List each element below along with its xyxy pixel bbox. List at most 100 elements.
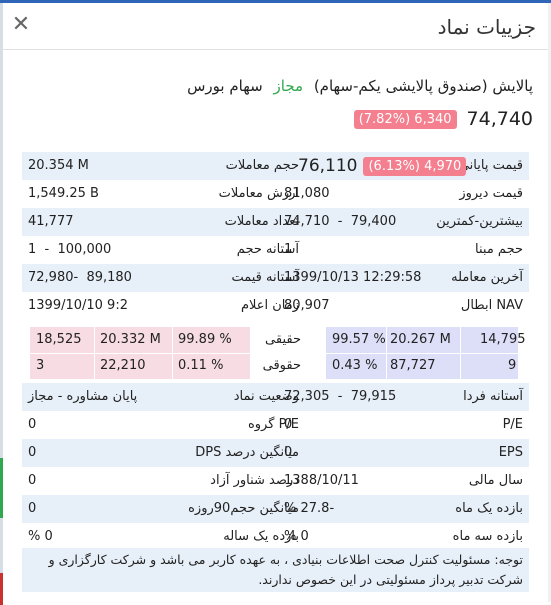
dialog-title: جزییات نماد xyxy=(437,15,536,39)
info-value: پایان مشاوره - مجاز xyxy=(28,389,138,404)
info-value: -27.8 % xyxy=(284,501,335,516)
price-change-pct: (7.82%) xyxy=(358,111,411,127)
info-row: قیمت دیروز 81,080 ارزش معاملات 1,549.25 … xyxy=(22,180,529,208)
info-label: NAV ابطال xyxy=(460,298,523,313)
info-row: قیمت پایانی 76,110 (6.13%) 4,970 حجم معا… xyxy=(22,152,529,180)
info-value: 20.354 M xyxy=(28,158,89,173)
last-price: 74,740 xyxy=(466,108,533,130)
buy-volume: 20.267 M xyxy=(390,332,451,347)
info-label: وضعیت نماد xyxy=(233,389,299,404)
info-label: بازده یک ماه xyxy=(455,501,523,516)
buy-count: 9 xyxy=(508,358,517,373)
sell-pct: 0.11 % xyxy=(178,358,224,373)
price-change-value: 6,340 xyxy=(414,111,452,127)
info-label: قیمت پایانی xyxy=(458,158,523,173)
info-label: P/E گروه xyxy=(247,417,299,432)
info-row: حجم مبنا 1 آستانه حجم 1 - 100,000 xyxy=(22,236,529,264)
info-row: آخرین معامله 1399/10/13 12:29:58 آستانه … xyxy=(22,264,529,292)
buy-pct: 99.57 % xyxy=(332,332,386,347)
buy-volume: 87,727 xyxy=(390,358,436,373)
info-label: درصد شناور آزاد xyxy=(210,473,299,488)
range-high: 79,400 xyxy=(350,214,397,229)
info-label: ارزش معاملات xyxy=(218,186,299,201)
info-label: بازده یک ساله xyxy=(223,529,299,544)
info-row: سال مالی 1388/10/11 درصد شناور آزاد 0 xyxy=(22,467,529,495)
info-value: 1388/10/11 xyxy=(284,473,359,488)
info-value: 80,907 xyxy=(284,298,330,313)
info-label: آستانه حجم xyxy=(236,242,299,257)
sell-count: 18,525 xyxy=(36,332,82,347)
closing-price: 76,110 xyxy=(298,156,358,176)
info-label: حجم معاملات xyxy=(225,158,299,173)
background-page-edge xyxy=(0,3,3,605)
info-row: آستانه فردا 72,305 - 79,915 وضعیت نماد پ… xyxy=(22,383,529,411)
info-value: 0 xyxy=(284,417,293,432)
info-value: 0 xyxy=(28,417,37,432)
sell-volume: 22,210 xyxy=(100,358,146,373)
info-value: 0 % xyxy=(284,529,309,544)
info-label: آخرین معامله xyxy=(451,270,523,285)
closing-change-badge: (6.13%) 4,970 xyxy=(363,156,467,176)
info-value: 81,080 xyxy=(284,186,330,201)
institutional-label: حقوقی xyxy=(262,358,301,373)
info-value: 41,777 xyxy=(28,214,74,229)
price-threshold-low: 72,980 xyxy=(28,270,74,285)
info-row: بازده سه ماه 0 % بازده یک ساله 0 % xyxy=(22,523,529,551)
vol-threshold-high: 100,000 xyxy=(57,242,112,257)
symbol-price-row: 74,740 (7.82%) 6,340 xyxy=(353,107,533,131)
sell-count: 3 xyxy=(36,358,45,373)
info-value: 72,305 - 79,915 xyxy=(284,389,397,404)
info-label: بیشترین-کمترین xyxy=(436,214,523,229)
price-change-badge: (7.82%) 6,340 xyxy=(353,109,457,129)
info-row: بازده یک ماه -27.8 % میانگین حجم90روزه 0 xyxy=(22,495,529,523)
info-value: 0 xyxy=(28,501,37,516)
close-icon[interactable]: ✕ xyxy=(11,12,31,37)
symbol-market: سهام بورس xyxy=(187,77,263,95)
individual-label: حقیقی xyxy=(265,332,301,347)
info-value: 72,980- 89,180 xyxy=(28,270,132,285)
closing-price-box: 76,110 (6.13%) 4,970 xyxy=(298,156,467,176)
info-row: NAV ابطال 80,907 زمان اعلام 1399/10/10 9… xyxy=(22,292,529,320)
next-threshold-low: 72,305 xyxy=(284,389,330,404)
individual-institutional-panel: 18,525 20.332 M 99.89 % 3 22,210 0.11 % … xyxy=(22,324,529,380)
vol-threshold-low: 1 xyxy=(28,242,37,257)
info-label: آستانه فردا xyxy=(463,389,523,404)
range-low: 74,710 xyxy=(284,214,330,229)
info-row: EPS 0 میانگین درصد DPS 0 xyxy=(22,439,529,467)
dialog-header: جزییات نماد ✕ xyxy=(3,3,548,50)
price-threshold-high: 89,180 xyxy=(86,270,132,285)
closing-change-value: 4,970 xyxy=(424,158,462,174)
info-value: 74,710 - 79,400 xyxy=(284,214,397,229)
info-label: آستانه قیمت xyxy=(231,270,299,285)
symbol-title-row: پالایش (صندوق پالایشی یکم-سهام) مجاز سها… xyxy=(187,77,533,95)
info-label: تعداد معاملات xyxy=(224,214,299,229)
info-label: قیمت دیروز xyxy=(459,186,523,201)
info-value: 1 xyxy=(284,242,293,257)
info-grid: قیمت پایانی 76,110 (6.13%) 4,970 حجم معا… xyxy=(22,152,529,320)
info-row: بیشترین-کمترین 74,710 - 79,400 تعداد معا… xyxy=(22,208,529,236)
sell-volume: 20.332 M xyxy=(100,332,161,347)
info-label: حجم مبنا xyxy=(475,242,523,257)
info-value: 1399/10/13 12:29:58 xyxy=(284,270,422,285)
info-label: EPS xyxy=(498,445,523,460)
symbol-name: پالایش (صندوق پالایشی یکم-سهام) xyxy=(313,77,533,95)
info-label: بازده سه ماه xyxy=(452,529,523,544)
info-value: 1399/10/10 9:2 xyxy=(28,298,128,313)
symbol-status: مجاز xyxy=(273,77,304,95)
closing-change-pct: (6.13%) xyxy=(368,158,420,174)
info-row: P/E 0 P/E گروه 0 xyxy=(22,411,529,439)
info-value: 1,549.25 B xyxy=(28,186,99,201)
next-threshold-high: 79,915 xyxy=(350,389,397,404)
sell-pct: 99.89 % xyxy=(178,332,232,347)
top-accent-bar xyxy=(0,0,551,3)
info-value: 0 % xyxy=(28,529,53,544)
disclaimer-note: توجه: مسئولیت کنترل صحت اطلاعات بنیادی ،… xyxy=(22,548,529,592)
info-value: 0 xyxy=(28,473,37,488)
info-label: زمان اعلام xyxy=(240,298,299,313)
buy-pct: 0.43 % xyxy=(332,358,378,373)
info-value: 0 xyxy=(284,445,293,460)
info-grid-2: آستانه فردا 72,305 - 79,915 وضعیت نماد پ… xyxy=(22,383,529,551)
background-page-edge-right xyxy=(548,3,551,602)
info-value: 1 - 100,000 xyxy=(28,242,112,257)
info-value: 0 xyxy=(28,445,37,460)
